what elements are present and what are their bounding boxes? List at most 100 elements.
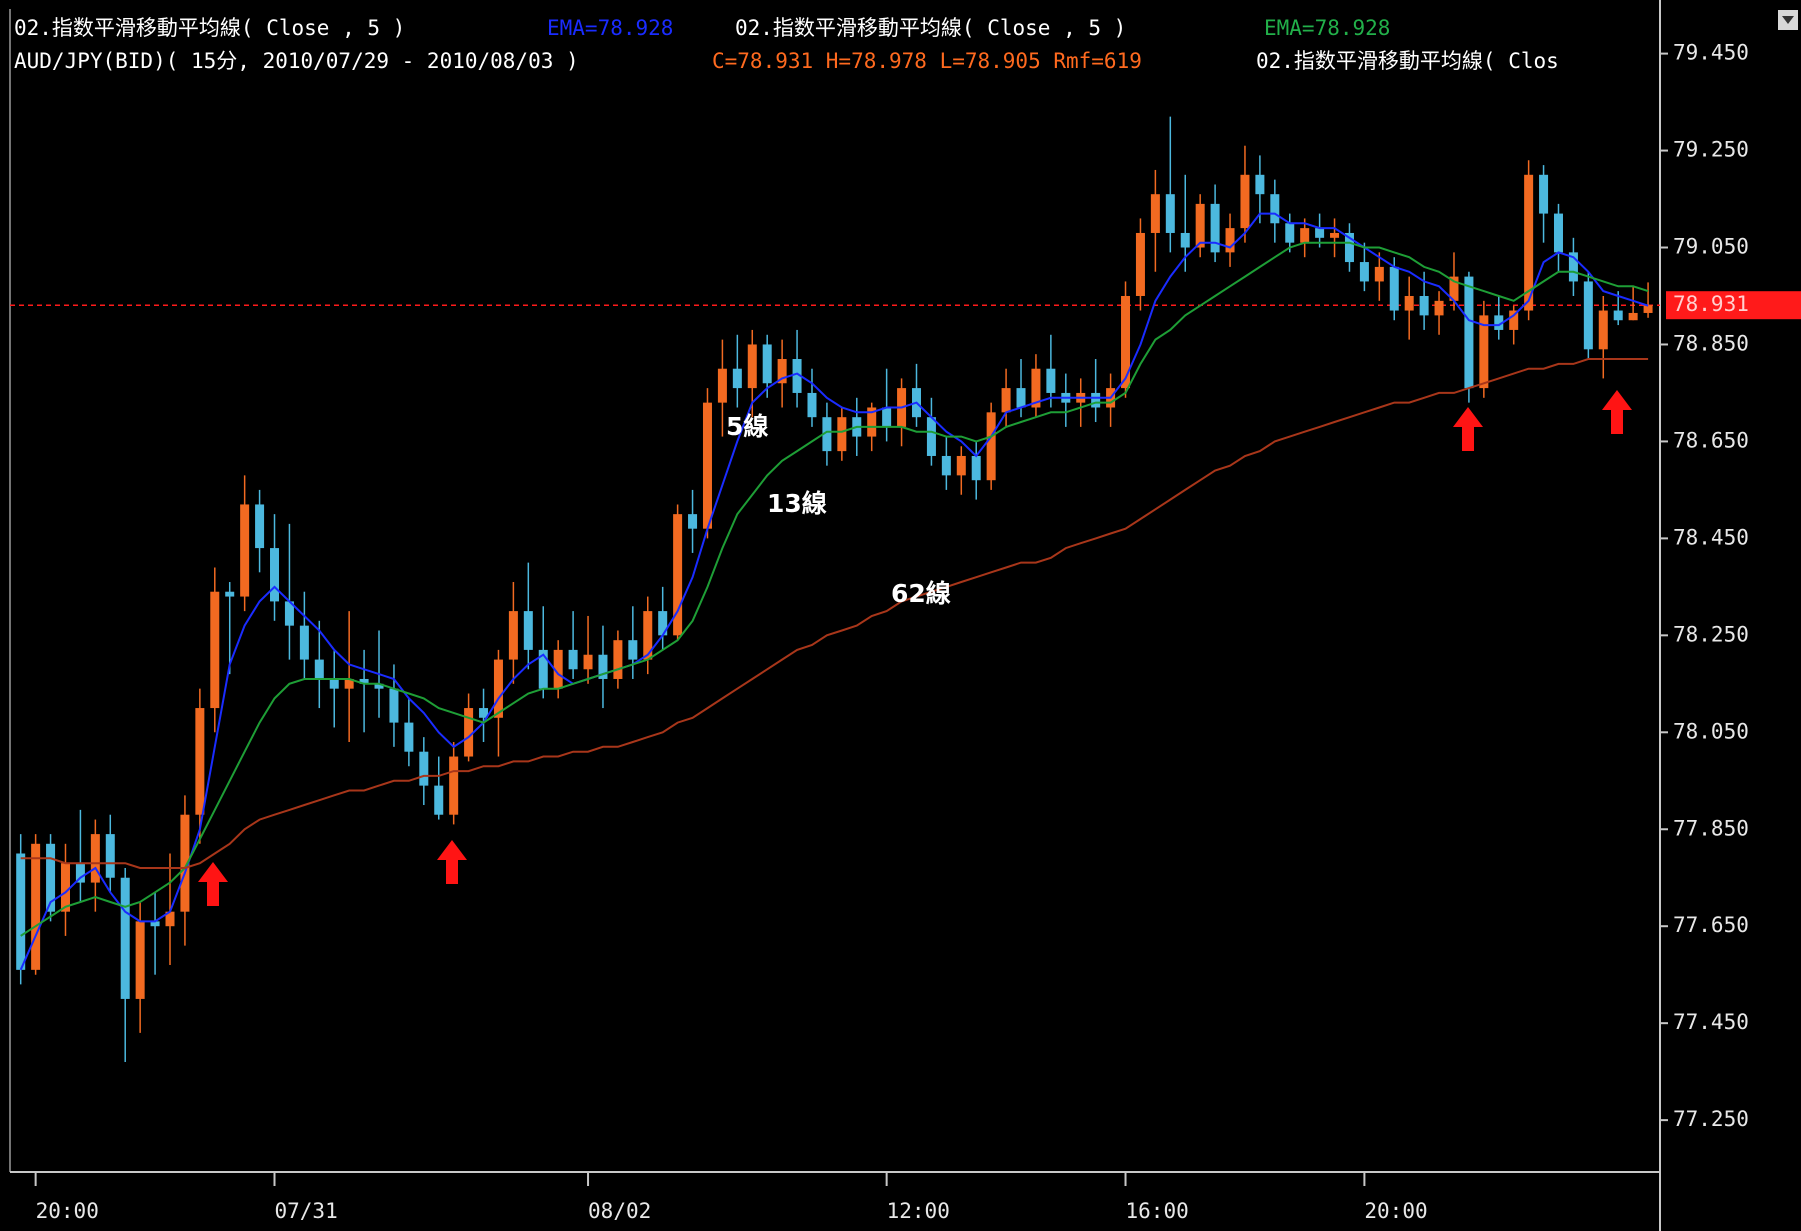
candle-body: [867, 407, 877, 437]
candle-body: [986, 412, 996, 481]
candle-body: [105, 834, 115, 878]
candle-body: [255, 504, 265, 549]
candle-body: [1135, 232, 1145, 296]
candle-body: [1001, 388, 1011, 413]
candle-body: [1091, 392, 1101, 408]
candle-body: [314, 659, 324, 679]
candle-body: [449, 756, 459, 815]
candle-body: [165, 911, 175, 927]
candle-body: [1165, 194, 1175, 233]
candle-body: [120, 877, 130, 999]
candle-body: [1225, 228, 1235, 253]
candle-body: [1344, 232, 1354, 263]
ema-line: [20, 358, 1649, 869]
candle-body: [299, 625, 309, 660]
candle-body: [150, 921, 160, 927]
candle-body: [1300, 228, 1310, 243]
signal-arrow: [437, 840, 467, 884]
candle-body: [583, 654, 593, 670]
candle-body: [434, 785, 444, 815]
candle-body: [359, 678, 369, 684]
candle-body: [210, 591, 220, 709]
candle-body: [1195, 203, 1205, 248]
candle-body: [658, 611, 668, 636]
candle-body: [1210, 203, 1220, 253]
candle-body: [1553, 213, 1563, 253]
candle-body: [75, 863, 85, 883]
candle-body: [479, 708, 489, 718]
candle-body: [1285, 223, 1295, 243]
last-price-label: 78.931: [1673, 292, 1749, 316]
menu-icon: [1782, 16, 1794, 24]
candle-body: [1046, 368, 1056, 393]
y-tick-label: 78.650: [1673, 428, 1749, 452]
candle-body: [1150, 194, 1160, 233]
candle-body: [240, 504, 250, 597]
candle-body: [1404, 295, 1414, 311]
candle-body: [792, 359, 802, 393]
candle-body: [374, 683, 384, 689]
candle-body: [493, 659, 503, 718]
y-tick-label: 79.250: [1673, 138, 1749, 162]
candle-body: [956, 455, 966, 476]
header-text: C=78.931 H=78.978 L=78.905 Rmf=619: [712, 49, 1142, 73]
candle-body: [31, 843, 41, 970]
y-tick-label: 77.850: [1673, 816, 1749, 840]
header-text: AUD/JPY(BID)( 15分, 2010/07/29 - 2010/08/…: [14, 49, 579, 73]
candle-body: [1524, 174, 1534, 311]
candle-body: [568, 649, 578, 670]
x-tick-label: 07/31: [275, 1199, 338, 1223]
y-tick-label: 77.650: [1673, 913, 1749, 937]
candle-body: [837, 417, 847, 452]
candle-body: [195, 708, 205, 815]
candle-body: [389, 688, 399, 723]
candle-body: [1359, 262, 1369, 282]
signal-arrow: [1453, 407, 1483, 451]
candle-body: [284, 601, 294, 626]
candle-body: [717, 368, 727, 403]
candle-body: [1240, 174, 1250, 229]
candle-body: [1509, 310, 1519, 330]
candle-body: [1121, 295, 1131, 389]
signal-arrow: [198, 862, 228, 906]
header-text: 02.指数平滑移動平均線( Close , 5 ): [735, 16, 1126, 40]
candle-body: [1374, 266, 1384, 282]
line-annotation: 13線: [767, 489, 827, 518]
candle-body: [1419, 295, 1429, 316]
candle-body: [1330, 232, 1340, 238]
candle-body: [329, 678, 339, 689]
y-tick-label: 77.450: [1673, 1010, 1749, 1034]
x-tick-label: 08/02: [588, 1199, 651, 1223]
candle-body: [1539, 174, 1549, 214]
line-annotation: 5線: [726, 412, 768, 441]
candle-body: [1494, 315, 1504, 330]
candle-body: [643, 611, 653, 660]
y-tick-label: 78.250: [1673, 622, 1749, 646]
candle-body: [941, 455, 951, 476]
candle-body: [225, 591, 235, 597]
candle-body: [538, 649, 548, 689]
signal-arrows: [198, 390, 1632, 906]
y-tick-label: 77.250: [1673, 1107, 1749, 1131]
candle-body: [60, 863, 70, 912]
candle-body: [1568, 252, 1578, 282]
y-tick-label: 79.450: [1673, 41, 1749, 65]
candle-body: [807, 392, 817, 418]
candle-body: [747, 344, 757, 389]
candle-body: [404, 722, 414, 752]
candle-body: [613, 640, 623, 679]
ema-line: [20, 241, 1649, 937]
candle-body: [971, 455, 981, 481]
candle-body: [1598, 310, 1608, 350]
header-text: 02.指数平滑移動平均線( Clos: [1256, 49, 1559, 73]
candle-body: [180, 814, 190, 912]
candle-body: [1434, 300, 1444, 316]
candle-body: [702, 402, 712, 529]
candle-body: [882, 407, 892, 427]
plot-area: [10, 116, 1660, 1062]
candle-body: [16, 853, 26, 970]
y-tick-label: 78.050: [1673, 719, 1749, 743]
candle-body: [732, 368, 742, 389]
